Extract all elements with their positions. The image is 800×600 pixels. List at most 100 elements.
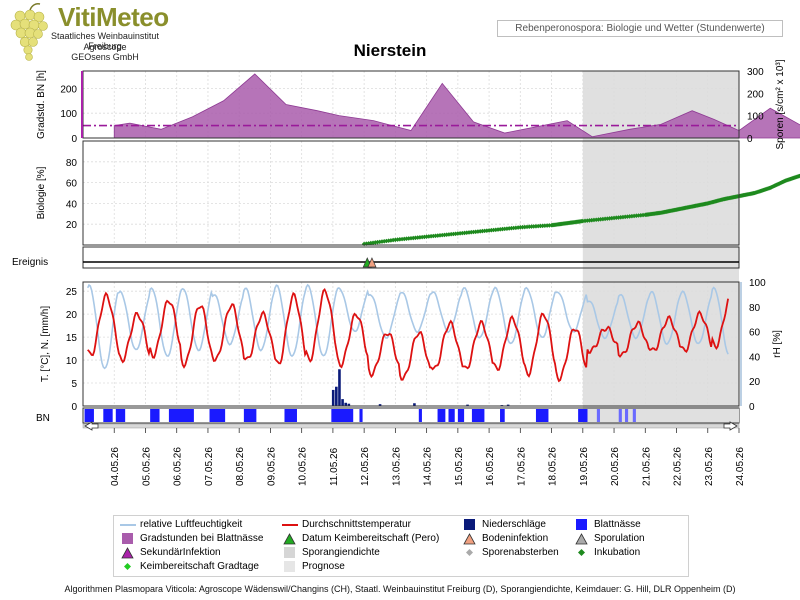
inkubation-point xyxy=(596,217,601,222)
inkubation-point xyxy=(495,227,501,232)
legend-label: Blattnässe xyxy=(594,519,641,530)
station-title: Nierstein xyxy=(353,41,427,60)
inkubation-point xyxy=(381,238,387,244)
inkubation-point xyxy=(540,223,545,229)
wetter-frame xyxy=(82,281,740,407)
gradstunden-ytick: 200 xyxy=(60,84,77,95)
inkubation-point xyxy=(370,240,376,246)
legend: relative Luftfeuchtigkeit Durchschnittste… xyxy=(113,515,689,577)
inkubation-point xyxy=(446,232,452,237)
legend-label: relative Luftfeuchtigkeit xyxy=(140,519,243,530)
rain-bar xyxy=(347,403,351,406)
temperature-ytick: 10 xyxy=(66,356,78,367)
blattnaesse-bar xyxy=(578,409,588,422)
org-line-3: GEOsens GmbH xyxy=(71,52,139,62)
inkubation-point xyxy=(384,238,389,244)
inkubation-point xyxy=(613,215,619,221)
inkubation-point xyxy=(473,229,479,235)
inkubation-point xyxy=(484,228,490,233)
temperature-ytick: 5 xyxy=(71,379,77,390)
inkubation-point xyxy=(466,230,472,235)
inkubation-point xyxy=(611,215,617,221)
rain-bar xyxy=(466,404,469,406)
inkubation-point xyxy=(515,225,521,230)
rain-bar xyxy=(413,403,416,406)
x-tick-label: 16.05.26 xyxy=(485,447,496,486)
legend-label: Sporulation xyxy=(594,533,645,544)
blattnaesse-bar xyxy=(535,409,549,422)
ereignis-frame xyxy=(82,246,740,269)
inkubation-point xyxy=(457,231,463,236)
legend-label: Datum Keimbereitschaft (Pero) xyxy=(302,533,440,544)
legend-symbol-icon xyxy=(576,519,587,530)
inkubation-point xyxy=(361,241,367,247)
inkubation-point xyxy=(531,224,537,229)
x-tick-label: 06.05.26 xyxy=(173,447,184,486)
legend-label: SekundärInfektion xyxy=(140,547,221,558)
blattnaesse-bar xyxy=(596,409,600,422)
blattnaesse-bar xyxy=(243,409,257,422)
legend-symbol-icon xyxy=(120,524,136,526)
legend-label: Durchschnittstemperatur xyxy=(302,519,411,530)
inkubation-point xyxy=(435,233,441,238)
x-tick-label: 24.05.26 xyxy=(735,447,746,486)
legend-label: Prognose xyxy=(302,561,345,572)
inkubation-point xyxy=(524,224,530,230)
blattnaesse-bar xyxy=(103,409,113,422)
x-tick-label: 23.05.26 xyxy=(704,447,715,486)
ereignis-label: Ereignis xyxy=(12,257,48,268)
inkubation-point xyxy=(404,236,409,241)
blattnaesse-bar xyxy=(448,409,455,422)
temperature-ytick: 15 xyxy=(66,333,78,344)
inkubation-point xyxy=(622,214,628,220)
legend-symbol-icon xyxy=(464,519,475,530)
blattnaesse-bar xyxy=(418,409,422,422)
humidity-ytick: 60 xyxy=(749,328,761,339)
inkubation-point xyxy=(390,237,396,243)
gradstunden-ytick: 0 xyxy=(71,134,77,145)
inkubation-point xyxy=(413,235,418,241)
inkubation-point xyxy=(372,240,378,245)
x-tick-label: 18.05.26 xyxy=(548,447,559,486)
x-tick-label: 12.05.26 xyxy=(360,447,371,486)
x-tick-label: 04.05.26 xyxy=(110,447,121,486)
inkubation-point xyxy=(489,227,494,233)
blattnaesse-bar xyxy=(284,409,297,422)
humidity-line xyxy=(86,283,729,370)
x-tick-label: 22.05.26 xyxy=(673,447,684,486)
scroll-right-arrow-icon xyxy=(723,421,738,431)
inkubation-point xyxy=(415,235,420,240)
rain-bar xyxy=(331,389,335,406)
legend-symbol-icon xyxy=(284,547,295,558)
gradstunden-ylabel: Gradstd. BN [h] xyxy=(36,70,47,139)
humidity-ytick: 100 xyxy=(749,278,766,289)
legend-symbol-icon xyxy=(575,533,588,545)
inkubation-point xyxy=(462,230,467,236)
rain-bar xyxy=(344,402,347,406)
rain-bar xyxy=(506,404,510,406)
blattnaesse-bar xyxy=(471,409,485,422)
biologie-ytick: 60 xyxy=(66,179,78,190)
legend-label: Sporangiendichte xyxy=(302,547,380,558)
x-tick-label: 09.05.26 xyxy=(266,447,277,486)
inkubation-point xyxy=(477,229,483,234)
legend-symbol-icon xyxy=(578,549,585,556)
inkubation-point xyxy=(442,232,447,238)
biologie-ytick: 40 xyxy=(66,199,78,210)
legend-label: Bodeninfektion xyxy=(482,533,549,544)
blattnaesse-bar xyxy=(624,409,629,422)
sporen-ytick: 0 xyxy=(747,134,753,145)
x-tick-label: 17.05.26 xyxy=(516,447,527,486)
blattnaesse-bar xyxy=(457,409,465,422)
legend-symbol-icon xyxy=(122,533,133,544)
inkubation-point xyxy=(587,218,592,223)
inkubation-point xyxy=(419,234,425,240)
humidity-ylabel: rH [%] xyxy=(772,330,783,358)
humidity-ytick: 20 xyxy=(749,377,761,388)
x-tick-label: 20.05.26 xyxy=(610,447,621,486)
biologie-frame xyxy=(82,140,740,246)
footer-credits: Algorithmen Plasmopara Viticola: Agrosco… xyxy=(64,584,736,594)
bn-label: BN xyxy=(36,413,50,424)
temperature-line xyxy=(87,287,729,383)
